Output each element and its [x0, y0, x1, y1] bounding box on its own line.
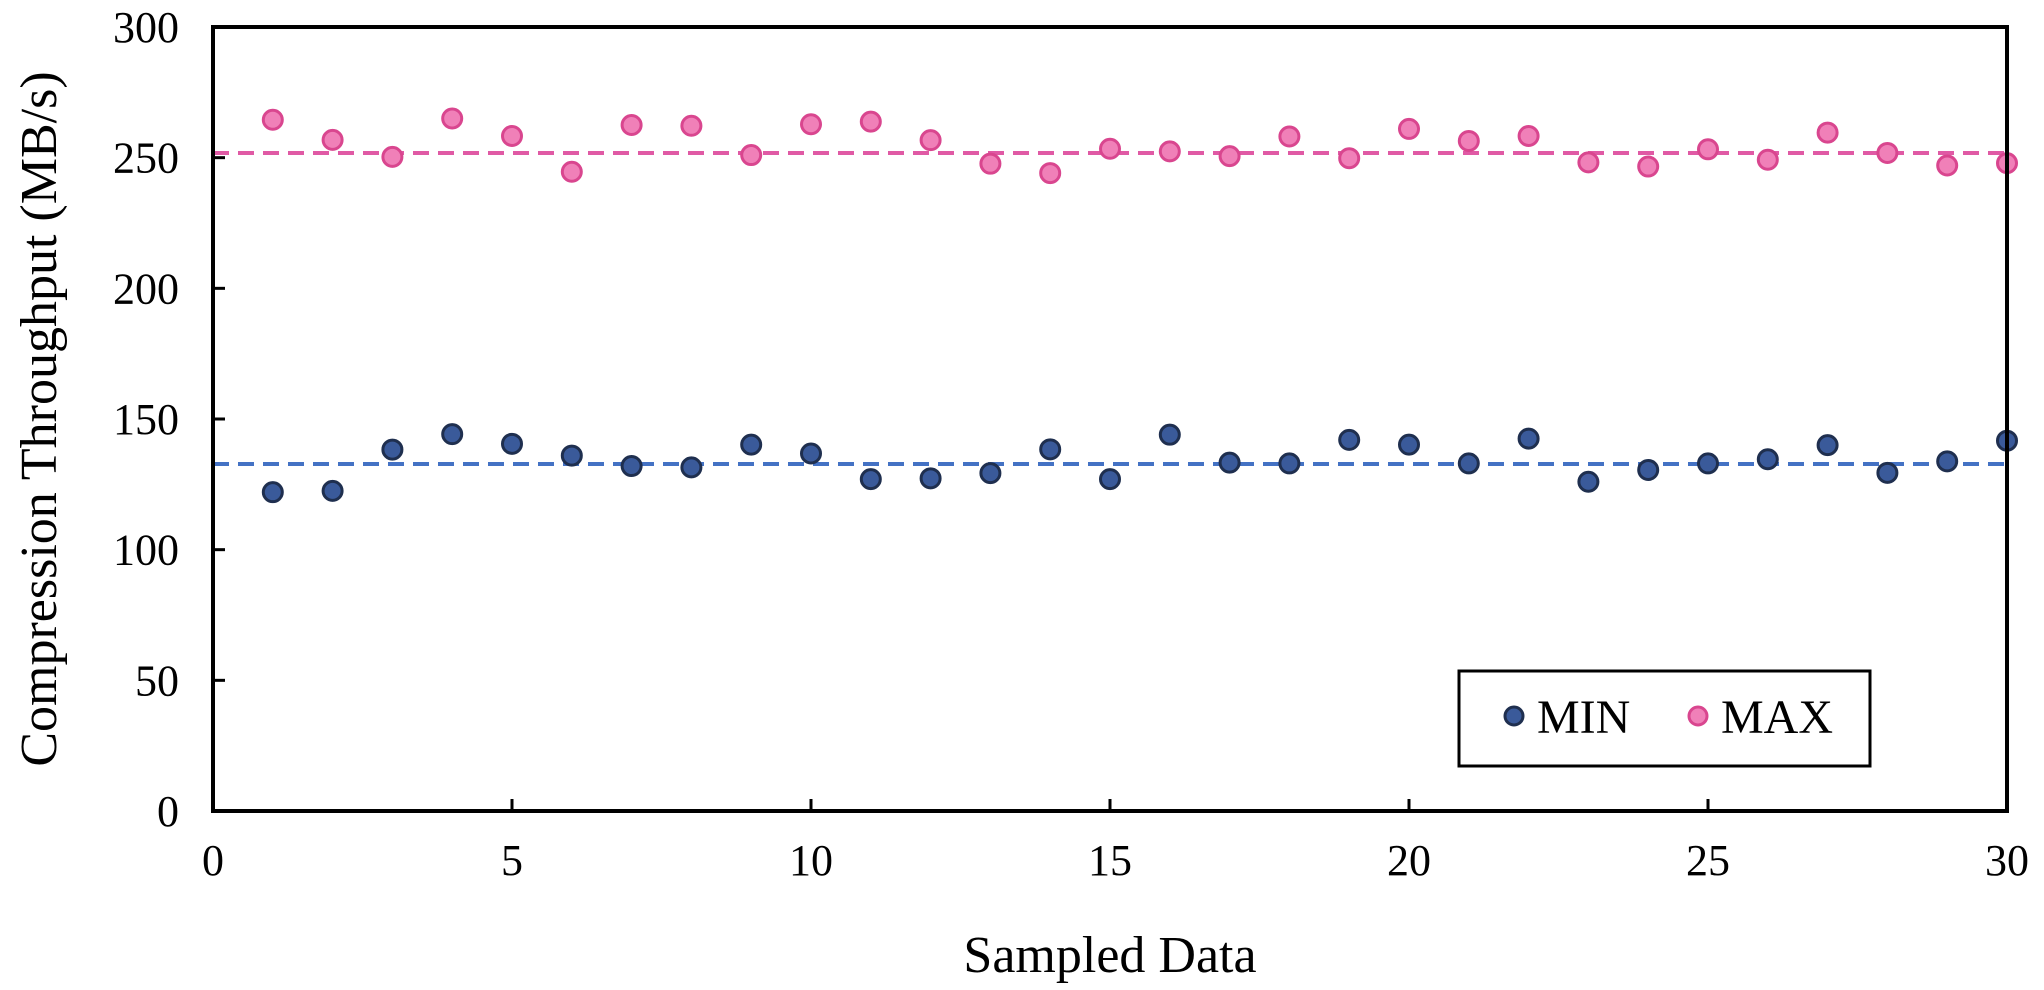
point-max [1756, 148, 1779, 171]
point-max [1936, 154, 1959, 177]
point-min [1039, 438, 1062, 461]
point-min [1158, 423, 1181, 446]
y-axis-title: Compression Throughput (MB/s) [11, 71, 68, 766]
point-max [441, 107, 464, 130]
point-min [321, 479, 344, 502]
point-min [680, 456, 703, 479]
point-max [1398, 117, 1420, 140]
point-max [1338, 147, 1361, 170]
x-tick-label: 10 [789, 836, 833, 885]
point-max [1876, 141, 1899, 164]
point-max [1158, 140, 1181, 163]
x-tick-label: 0 [202, 836, 224, 885]
point-max [1039, 162, 1062, 185]
point-max [979, 152, 1002, 175]
x-axis-title: Sampled Data [963, 927, 1256, 984]
point-min [979, 462, 1002, 485]
point-min [1517, 427, 1540, 450]
y-tick-label: 200 [113, 264, 179, 313]
point-max [859, 110, 882, 133]
point-min [1637, 458, 1660, 481]
legend-label-min: MIN [1537, 691, 1630, 744]
y-tick-label: 100 [113, 526, 179, 575]
point-max [261, 108, 284, 131]
point-max [800, 113, 822, 136]
point-max [680, 114, 703, 137]
point-max [1637, 155, 1660, 178]
point-max [1517, 124, 1540, 147]
point-min [1756, 448, 1779, 471]
point-min [381, 438, 404, 461]
point-max [1278, 125, 1301, 148]
point-min [1577, 470, 1600, 493]
x-tick-label: 30 [1985, 836, 2029, 885]
y-tick-label: 250 [113, 134, 179, 183]
legend-marker-min [1503, 705, 1525, 727]
point-max [381, 145, 404, 168]
point-min [1816, 434, 1839, 457]
y-tick-label: 150 [113, 395, 179, 444]
point-min [919, 467, 942, 490]
x-tick-label: 20 [1387, 836, 1431, 885]
point-min [261, 481, 284, 504]
legend: MIN MAX [1457, 669, 1872, 768]
point-min [1099, 468, 1121, 491]
x-tick-label: 15 [1088, 836, 1132, 885]
point-max [1457, 129, 1480, 152]
point-max [740, 144, 763, 167]
point-min [1278, 452, 1301, 475]
y-tick-label: 50 [135, 656, 179, 705]
x-tick-label: 25 [1686, 836, 1730, 885]
point-min [1876, 461, 1899, 484]
point-min [740, 433, 763, 456]
point-min [1398, 433, 1420, 456]
point-min [441, 423, 464, 446]
x-tick-label: 5 [501, 836, 523, 885]
point-max [560, 160, 583, 183]
point-min [1936, 450, 1959, 473]
data-points [261, 107, 2018, 504]
point-min [800, 442, 822, 465]
point-max [919, 129, 942, 152]
point-max [1697, 138, 1719, 161]
point-min [1457, 452, 1480, 475]
point-max [501, 124, 523, 147]
point-min [501, 432, 523, 455]
point-min [620, 455, 643, 478]
legend-box [1457, 669, 1872, 768]
point-min [1697, 452, 1719, 475]
point-max [1816, 121, 1839, 144]
point-min [859, 468, 882, 491]
y-axis-ticks: 0 50 100 150 200 250 300 [113, 3, 225, 836]
point-min [1338, 428, 1361, 451]
point-max [321, 128, 344, 151]
y-tick-label: 300 [113, 3, 179, 52]
point-max [1099, 137, 1121, 160]
point-max [1218, 145, 1241, 168]
point-max [1577, 151, 1600, 174]
x-axis-ticks: 0 5 10 15 20 25 30 [202, 799, 2029, 885]
y-tick-label: 0 [157, 787, 179, 836]
point-min [1218, 451, 1241, 474]
legend-marker-max [1687, 705, 1709, 727]
legend-label-max: MAX [1721, 691, 1833, 744]
point-min [560, 444, 583, 467]
point-max [620, 114, 643, 136]
